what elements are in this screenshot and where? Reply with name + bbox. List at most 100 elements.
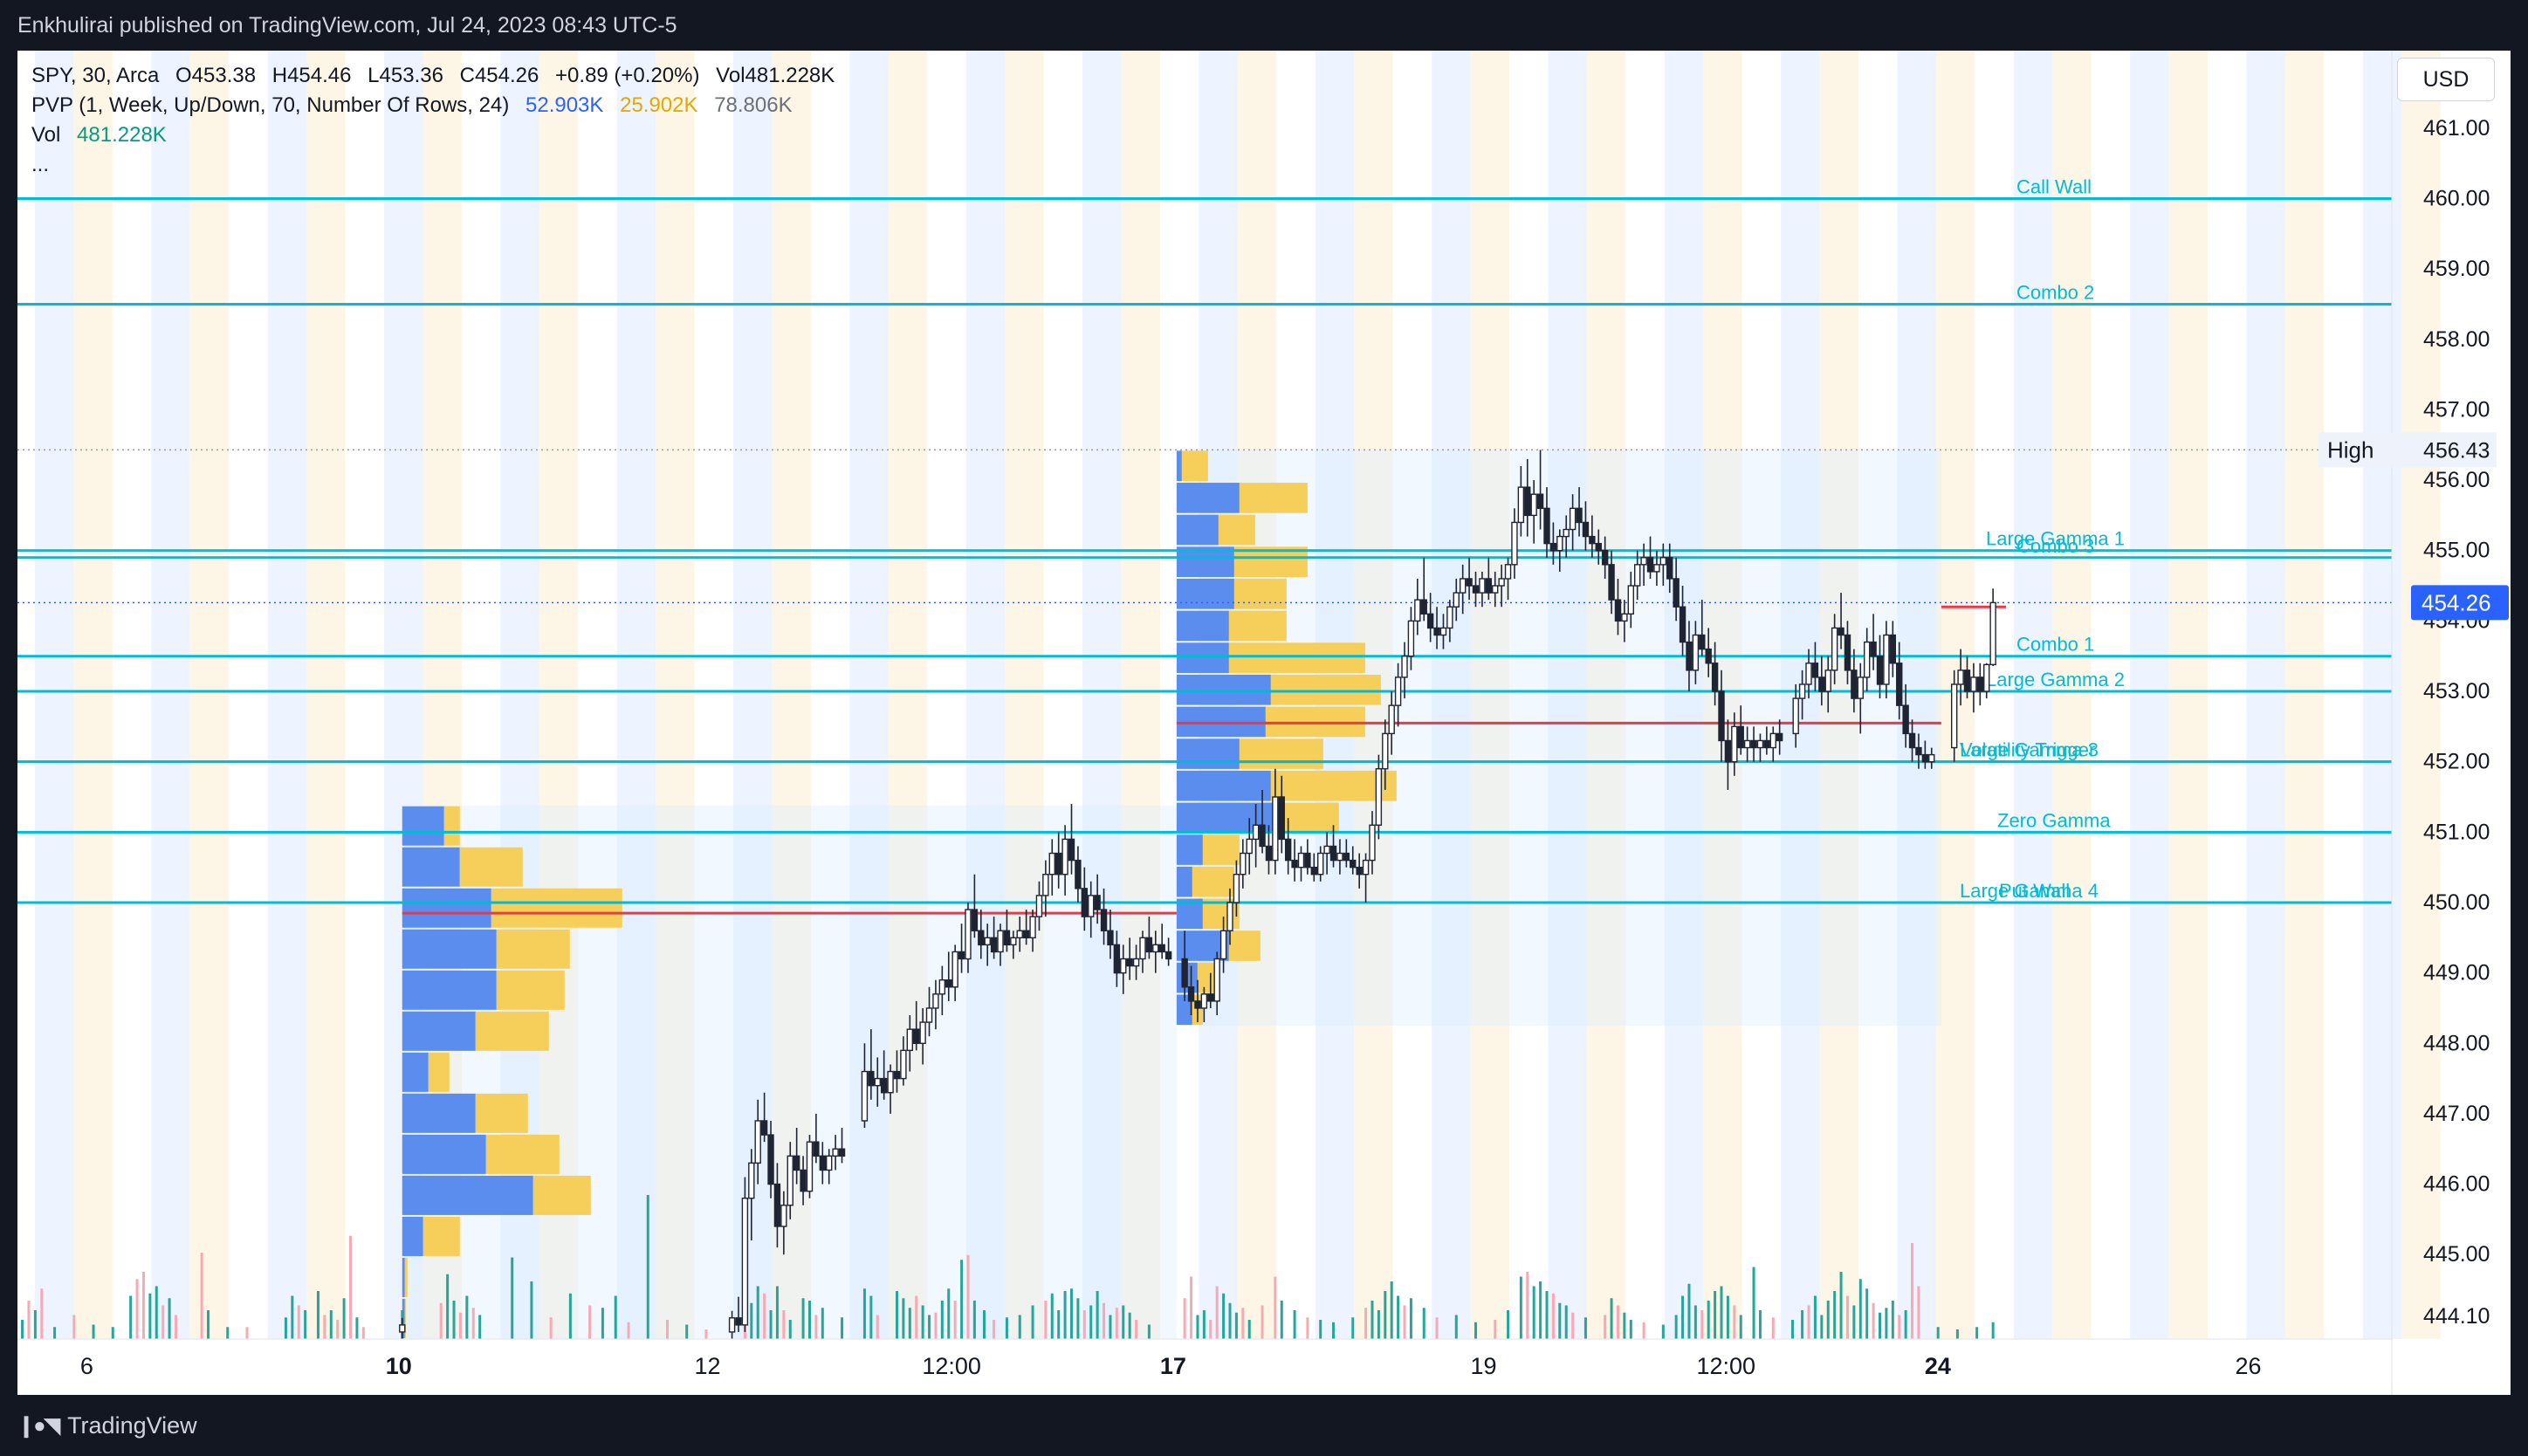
candle-body xyxy=(925,1007,933,1023)
candle-body xyxy=(1459,578,1467,594)
candle-body xyxy=(1446,606,1453,629)
volume-bar xyxy=(1319,1319,1322,1339)
vol-row[interactable]: Vol 481.228K xyxy=(31,120,835,150)
candle-body xyxy=(1756,739,1764,749)
candle-body xyxy=(1439,627,1447,636)
candle-body xyxy=(1530,493,1537,517)
profile-up-bar xyxy=(1176,642,1229,673)
candle-body xyxy=(861,1070,869,1122)
volume-bar xyxy=(33,1309,37,1339)
volume-bar xyxy=(775,1286,779,1339)
profile-up-bar xyxy=(1176,610,1229,642)
volume-bar xyxy=(316,1290,319,1339)
profile-down-bar xyxy=(1228,642,1365,673)
currency-button[interactable]: USD xyxy=(2397,58,2495,101)
volume-bar xyxy=(1384,1290,1387,1339)
volume-bar xyxy=(908,1308,911,1339)
profile-down-bar xyxy=(404,1298,406,1338)
candle-body xyxy=(1798,683,1806,699)
more-indicators[interactable]: ... xyxy=(31,153,50,176)
session-band xyxy=(1470,51,1510,1339)
last-price-tag: 454.26 xyxy=(2422,589,2491,615)
profile-up-bar xyxy=(1176,674,1271,705)
candle-body xyxy=(1504,564,1512,580)
volume-bar xyxy=(1370,1300,1374,1339)
candle-body xyxy=(1029,916,1036,938)
candle-body xyxy=(1549,542,1557,552)
session-band xyxy=(1509,51,1549,1339)
candle-body xyxy=(1889,634,1897,664)
candle-body xyxy=(1589,535,1596,545)
candle-body xyxy=(900,1049,907,1080)
volume-bar xyxy=(1642,1322,1645,1339)
session-band xyxy=(2246,51,2285,1339)
session-band xyxy=(151,51,190,1339)
candle-body xyxy=(1068,838,1075,862)
volume-bar xyxy=(1936,1327,1940,1339)
candle-body xyxy=(1950,683,1958,749)
candle-body xyxy=(1576,507,1583,524)
session-band xyxy=(2208,51,2247,1339)
volume-bar xyxy=(1109,1315,1112,1339)
candle-body xyxy=(1113,944,1121,974)
profile-up-bar xyxy=(402,1257,405,1297)
volume-bar xyxy=(1332,1322,1336,1339)
volume-bar xyxy=(1858,1279,1862,1339)
volume-bar xyxy=(471,1308,475,1339)
candle-body xyxy=(1983,663,1990,692)
candle-body xyxy=(971,909,979,931)
candle-body xyxy=(735,1317,742,1326)
brand[interactable]: ❙●◥ TradingView xyxy=(17,1412,197,1439)
profile-up-bar xyxy=(402,1134,486,1174)
volume-bar xyxy=(1752,1267,1755,1339)
volume-bar xyxy=(1700,1309,1704,1339)
candle-body xyxy=(1582,521,1590,538)
candle-body xyxy=(1362,859,1370,876)
volume-bar xyxy=(1070,1288,1074,1339)
volume-bar xyxy=(465,1295,469,1339)
volume-bar xyxy=(53,1327,57,1339)
candle-body xyxy=(965,909,972,960)
volume-bar xyxy=(1234,1312,1238,1339)
candle-body xyxy=(1640,557,1647,566)
candle-body xyxy=(1646,557,1654,573)
session-band xyxy=(306,51,346,1339)
volume-bar xyxy=(1845,1295,1849,1339)
volume-bars xyxy=(21,1194,1995,1339)
session-band xyxy=(1548,51,1587,1339)
session-band xyxy=(1082,51,1122,1339)
candle-body xyxy=(1132,958,1140,967)
level-label: Zero Gamma xyxy=(1997,809,2111,831)
candle-body xyxy=(1107,930,1114,946)
candle-body xyxy=(1369,824,1376,862)
volume-bar xyxy=(1891,1300,1894,1339)
session-band xyxy=(112,51,152,1339)
session-band xyxy=(810,51,850,1339)
volume-bar xyxy=(511,1257,514,1339)
pvp-row[interactable]: PVP (1, Week, Up/Down, 70, Number Of Row… xyxy=(31,91,835,120)
profile-down-bar xyxy=(475,1093,528,1133)
candle-body xyxy=(1908,732,1916,749)
volume-bar xyxy=(1474,1322,1478,1339)
candle-body xyxy=(793,1155,800,1171)
candle-body xyxy=(787,1155,793,1206)
volume-bar xyxy=(478,1315,482,1339)
volume-bar xyxy=(40,1288,44,1339)
candle-body xyxy=(832,1148,839,1157)
candle-body xyxy=(1407,620,1415,657)
candle-body xyxy=(1679,606,1686,643)
price-tick: 445.00 xyxy=(2423,1242,2490,1267)
profile-down-bar xyxy=(1281,802,1339,834)
session-band xyxy=(2401,51,2441,1339)
session-band xyxy=(1625,51,1665,1339)
time-tick: 12:00 xyxy=(1696,1353,1755,1379)
profile-down-bar xyxy=(496,929,570,969)
candle-body xyxy=(1010,937,1017,946)
candle-body xyxy=(1831,627,1838,671)
volume-bar xyxy=(1435,1317,1439,1339)
price-tick: 447.00 xyxy=(2423,1102,2490,1126)
chart-panel[interactable]: Call Wall Combo 2 Large Gamma 1 Combo 3 Comb… xyxy=(17,51,2511,1395)
profile-up-bar xyxy=(1176,450,1182,482)
candle-body xyxy=(1556,535,1563,552)
